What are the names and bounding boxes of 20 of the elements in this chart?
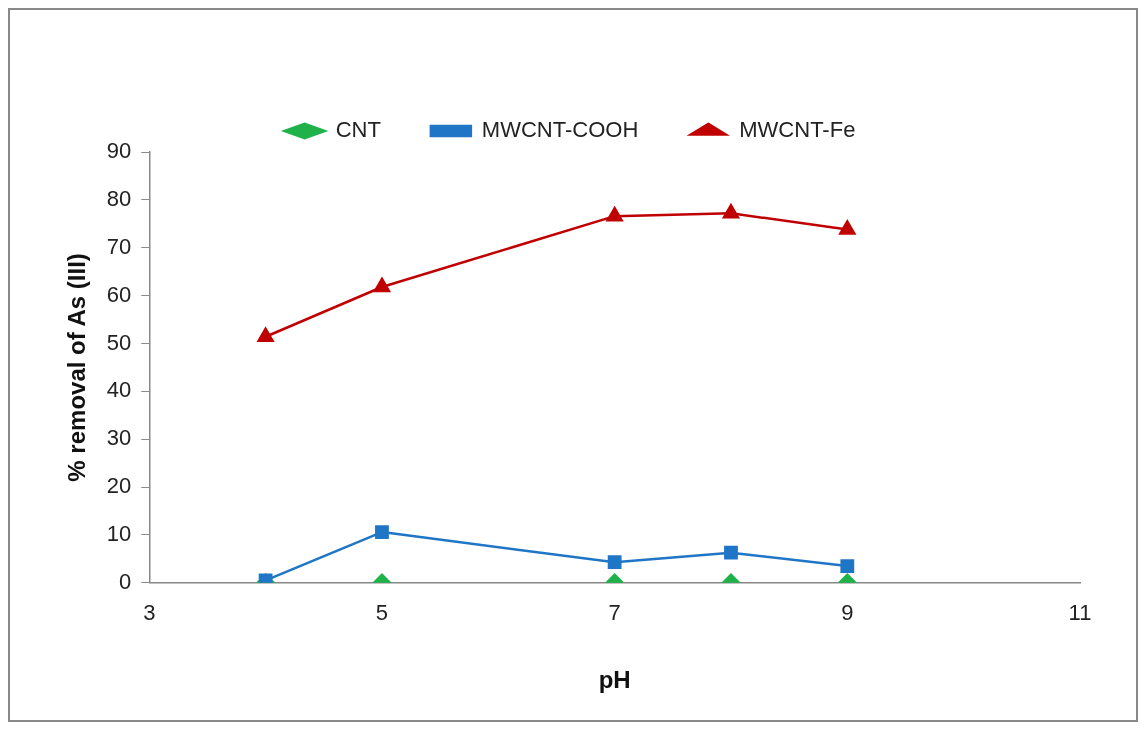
y-tick-label: 70 bbox=[106, 233, 132, 259]
y-tick-label: 50 bbox=[106, 329, 132, 355]
x-tick-label: 11 bbox=[1068, 600, 1092, 626]
y-tick-label: 30 bbox=[106, 425, 132, 451]
y-tick-label: 40 bbox=[106, 377, 132, 403]
x-tick-label: 3 bbox=[143, 600, 156, 626]
y-tick-label: 60 bbox=[106, 281, 132, 307]
x-tick-label: 9 bbox=[841, 600, 854, 626]
y-tick-label: 80 bbox=[106, 185, 132, 211]
x-tick-label: 7 bbox=[608, 600, 621, 626]
y-tick-label: 0 bbox=[119, 568, 132, 594]
legend-label: MWCNT-Fe bbox=[739, 117, 856, 143]
x-axis-title: pH bbox=[598, 666, 631, 694]
legend-label: MWCNT-COOH bbox=[481, 117, 639, 143]
y-tick-label: 10 bbox=[106, 521, 132, 546]
x-tick-label: 5 bbox=[375, 600, 389, 626]
y-tick-label: 20 bbox=[106, 473, 132, 499]
y-tick-label: 90 bbox=[106, 138, 132, 164]
y-axis-title: % removal of As (III) bbox=[63, 253, 91, 482]
legend-label: CNT bbox=[335, 117, 381, 143]
